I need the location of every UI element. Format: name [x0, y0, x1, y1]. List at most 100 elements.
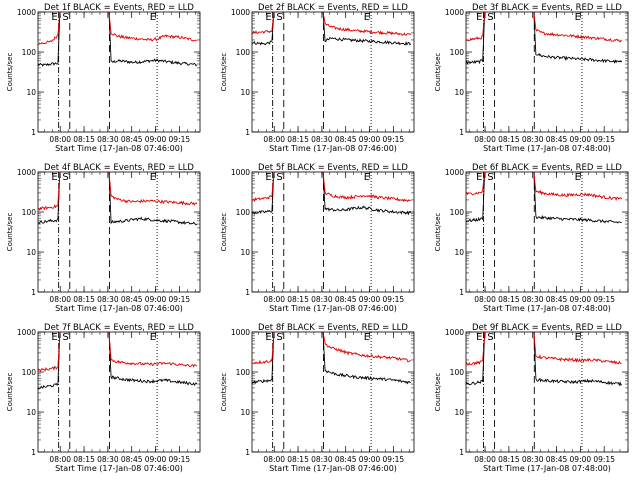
x-tick-label: 09:00 [359, 295, 381, 304]
x-tick-label: 08:00 [474, 135, 496, 144]
x-tick-label: 08:45 [121, 455, 143, 464]
panel-det-5: Det 5f BLACK = Events, RED = LLD 1 10 100 10… [220, 163, 415, 313]
x-tick-label: 08:15 [73, 295, 95, 304]
marker-label: E [364, 332, 370, 343]
series-line-lld [37, 11, 61, 46]
series-line-lld [465, 11, 486, 42]
axes-frame [37, 171, 201, 293]
x-tick-label: 09:15 [169, 295, 191, 304]
x-tick-label: 08:30 [522, 455, 544, 464]
panel-title: Det 4f BLACK = Events, RED = LLD [44, 163, 194, 173]
y-tick-label: 1 [459, 448, 464, 457]
x-axis-label: Start Time (17-Jan-08 07:46:00) [55, 464, 183, 473]
x-tick-label: 09:00 [145, 295, 167, 304]
y-tick-label: 1 [245, 128, 250, 137]
y-tick-label: 100 [236, 368, 251, 377]
y-axis-label: Counts/sec [220, 373, 228, 412]
panel-det-4: Det 4f BLACK = Events, RED = LLD 1 10 100 10… [6, 163, 201, 313]
series-line-lld [533, 11, 622, 43]
panel-det-7: Det 7f BLACK = Events, RED = LLD 1 10 100 10… [6, 323, 201, 473]
x-axis-label: Start Time (17-Jan-08 07:46:00) [269, 304, 397, 313]
marker-label: E [575, 172, 581, 183]
axes-frame [37, 11, 201, 133]
x-tick-label: 08:00 [49, 295, 71, 304]
y-tick-label: 100 [450, 48, 465, 57]
marker-label: E [364, 172, 370, 183]
series-line-events [533, 171, 622, 224]
panel-det-6: Det 6f BLACK = Events, RED = LLD 1 10 100 10… [434, 163, 629, 313]
series-line-events [108, 171, 198, 226]
x-tick-label: 08:15 [73, 135, 95, 144]
series-line-lld [251, 11, 275, 35]
x-tick-label: 08:00 [474, 455, 496, 464]
panel-det-3: Det 3f BLACK = Events, RED = LLD 1 10 100 10… [434, 3, 629, 153]
y-tick-label: 10 [454, 88, 464, 97]
panel-title: Det 9f BLACK = Events, RED = LLD [472, 323, 622, 333]
x-tick-label: 08:30 [97, 455, 119, 464]
y-tick-label: 1000 [231, 168, 250, 177]
y-tick-label: 1000 [17, 168, 36, 177]
series-line-lld [533, 331, 622, 365]
y-tick-label: 10 [26, 248, 36, 257]
marker-label: E [265, 332, 271, 343]
panel-title: Det 7f BLACK = Events, RED = LLD [44, 323, 194, 333]
marker-label: S [276, 332, 282, 343]
y-tick-label: 100 [236, 48, 251, 57]
marker-label: E [476, 332, 482, 343]
series-line-lld [465, 331, 486, 366]
y-axis-label: Counts/sec [220, 213, 228, 252]
x-axis-label: Start Time (17-Jan-08 07:48:00) [483, 144, 611, 153]
x-tick-label: 08:00 [263, 295, 285, 304]
panel-title: Det 3f BLACK = Events, RED = LLD [472, 3, 622, 13]
x-tick-label: 08:15 [498, 135, 520, 144]
marker-label: E [265, 12, 271, 23]
x-tick-label: 09:00 [570, 455, 592, 464]
axes-frame [37, 331, 201, 453]
series-line-lld [322, 11, 412, 37]
panel-det-9: Det 9f BLACK = Events, RED = LLD 1 10 100 10… [434, 323, 629, 473]
series-line-events [37, 171, 61, 224]
x-tick-label: 08:15 [498, 455, 520, 464]
x-tick-label: 08:00 [263, 135, 285, 144]
x-axis-label: Start Time (17-Jan-08 07:48:00) [483, 304, 611, 313]
panel-title: Det 8f BLACK = Events, RED = LLD [258, 323, 408, 333]
series-line-lld [37, 171, 61, 211]
x-tick-label: 08:45 [335, 295, 357, 304]
y-tick-label: 1 [459, 128, 464, 137]
series-line-lld [108, 331, 198, 368]
x-tick-label: 08:30 [311, 295, 333, 304]
marker-label: E [476, 172, 482, 183]
axes-frame [251, 171, 415, 293]
y-axis-label: Counts/sec [434, 213, 442, 252]
marker-label: E [51, 332, 57, 343]
x-tick-label: 09:15 [593, 455, 615, 464]
y-tick-label: 10 [240, 408, 250, 417]
x-tick-label: 08:45 [546, 135, 568, 144]
marker-label: E [265, 172, 271, 183]
x-tick-label: 08:15 [287, 295, 309, 304]
series-line-events [37, 11, 61, 67]
marker-label: S [276, 172, 282, 183]
y-tick-label: 1 [245, 448, 250, 457]
series-line-lld [37, 331, 61, 373]
x-tick-label: 08:15 [287, 135, 309, 144]
y-tick-label: 100 [22, 368, 37, 377]
y-tick-label: 10 [26, 408, 36, 417]
series-line-lld [108, 11, 197, 42]
series-line-events [251, 171, 275, 215]
x-tick-label: 08:45 [546, 295, 568, 304]
series-line-events [465, 11, 486, 65]
marker-label: S [276, 12, 282, 23]
x-tick-label: 08:30 [522, 295, 544, 304]
marker-label: E [150, 172, 156, 183]
y-tick-label: 1000 [445, 168, 464, 177]
x-tick-label: 09:15 [383, 455, 405, 464]
y-tick-label: 10 [240, 248, 250, 257]
x-tick-label: 08:15 [73, 455, 95, 464]
marker-label: E [575, 332, 581, 343]
y-axis-label: Counts/sec [434, 53, 442, 92]
x-axis-label: Start Time (17-Jan-08 07:46:00) [269, 144, 397, 153]
x-tick-label: 09:15 [593, 135, 615, 144]
x-tick-label: 09:00 [359, 135, 381, 144]
series-line-lld [465, 171, 486, 196]
